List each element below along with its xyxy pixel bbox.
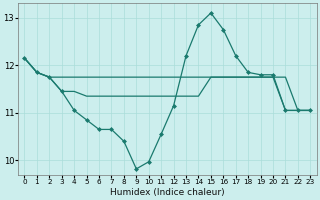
X-axis label: Humidex (Indice chaleur): Humidex (Indice chaleur) [110,188,225,197]
